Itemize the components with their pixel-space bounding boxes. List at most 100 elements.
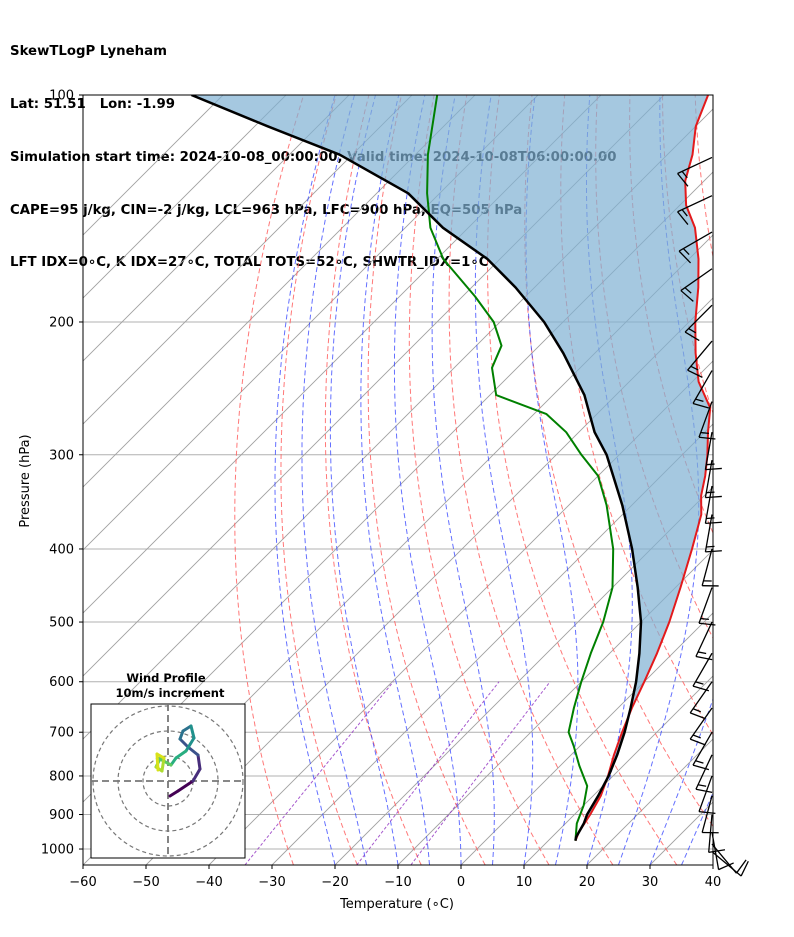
wind-barb-feather	[695, 655, 713, 661]
mixing-ratio-line	[356, 681, 500, 865]
wind-barb	[692, 731, 713, 771]
wind-barb	[689, 681, 713, 720]
x-tick-label: −20	[321, 875, 348, 890]
x-tick-label: 30	[642, 875, 659, 890]
dry-adiabat	[408, 95, 550, 865]
y-tick-label: 100	[49, 89, 74, 104]
wind-barb-feather	[708, 849, 726, 854]
x-tick-label: 40	[705, 875, 722, 890]
wind-barb-half-feather	[681, 209, 688, 217]
hodograph-segment	[176, 779, 195, 793]
y-tick-label: 1000	[41, 843, 74, 858]
dry-adiabat	[280, 95, 358, 865]
station-title: SkewTLogP Lyneham	[10, 44, 167, 60]
y-tick-label: 700	[49, 726, 74, 741]
wind-barb	[677, 156, 713, 187]
dewpoint-line	[426, 95, 615, 841]
wind-barb-feather	[692, 764, 710, 771]
wind-barb-staff	[678, 231, 713, 252]
wind-barb-staff	[692, 370, 713, 404]
dry-adiabat	[760, 95, 794, 865]
isotherm-line	[83, 95, 224, 236]
wind-barb-feather	[695, 788, 713, 794]
temperature-line	[574, 95, 712, 842]
wind-barb-feather	[689, 712, 706, 720]
wind-barb-staff	[701, 795, 713, 833]
isotherm-line	[523, 675, 713, 865]
wind-barb-staff	[677, 156, 713, 175]
wind-barb	[708, 814, 726, 854]
wind-barb	[687, 340, 713, 378]
location-line: Lat: 51.51 Lon: -1.99	[10, 96, 176, 112]
x-tick-label: −60	[69, 875, 96, 890]
moist-adiabat	[329, 95, 399, 865]
wind-barb-half-feather	[700, 431, 709, 435]
wind-barb-feather	[705, 550, 722, 553]
isotherm-line	[83, 95, 287, 299]
wind-barb-staff	[701, 548, 713, 586]
wind-barb-half-feather	[690, 365, 699, 371]
x-tick-label: −30	[258, 875, 285, 890]
dry-adiabat	[728, 95, 794, 865]
axes-layer: Temperature (∘C) Pressure (hPa) −60 −50 −4…	[18, 89, 721, 913]
x-tick-label: 0	[457, 875, 465, 890]
dry-adiabat	[487, 95, 678, 865]
dry-adiabat	[367, 95, 486, 865]
dry-adiabat	[324, 95, 422, 865]
wind-barb	[695, 621, 713, 661]
y-tick-label: 300	[49, 448, 74, 463]
wind-barb-feather	[687, 369, 703, 378]
hodograph-segment	[160, 756, 166, 773]
wind-barb-half-feather	[697, 784, 707, 787]
inset-title: Wind Profile	[126, 671, 206, 685]
wind-barb-staff	[704, 514, 713, 553]
x-tick-label: −10	[384, 875, 411, 890]
y-axis-label: Pressure (hPa)	[18, 434, 33, 527]
wind-barb-half-feather	[682, 248, 690, 255]
mixing-ratio-line	[410, 681, 551, 865]
wind-barb	[701, 548, 719, 587]
wind-barb-feather	[689, 738, 706, 746]
wind-barb	[678, 231, 713, 264]
inset-subtitle: 10m/s increment	[116, 686, 225, 700]
isotherm-line	[460, 612, 713, 865]
wind-barb-feather	[680, 290, 694, 302]
wind-barb-staff	[695, 621, 713, 657]
isotherm-line	[83, 95, 413, 425]
wind-barb-feather	[692, 402, 710, 409]
wind-barb	[689, 707, 713, 746]
wind-barb	[695, 754, 713, 794]
moist-adiabat	[649, 697, 713, 865]
hodograph-segment	[189, 724, 196, 740]
wind-barb-feather	[735, 859, 747, 874]
wind-barb-feather	[740, 860, 749, 877]
wind-barb-staff	[708, 814, 713, 853]
hodograph-segment	[155, 752, 160, 772]
wind-barb-staff	[677, 195, 713, 213]
hodograph-segment	[186, 745, 200, 757]
x-tick-label: −50	[132, 875, 159, 890]
hodograph-segment	[174, 749, 188, 760]
wind-barb-feather	[705, 495, 722, 499]
wind-barb	[701, 795, 719, 834]
y-tick-label: 400	[49, 542, 74, 557]
wind-barb-half-feather	[700, 617, 709, 621]
wind-barb-column	[677, 156, 749, 877]
hodograph-inset: Wind Profile 10m/s increment	[90, 671, 246, 859]
wind-barb-feather	[692, 685, 710, 692]
hodograph-segment	[178, 737, 190, 749]
wind-barb-staff	[704, 460, 713, 498]
wind-barb-half-feather	[688, 327, 697, 334]
isotherm-line	[145, 297, 713, 865]
wind-barb-feather	[718, 862, 734, 871]
moist-adiabat	[393, 95, 462, 865]
dry-adiabat	[694, 95, 713, 260]
series-layer	[191, 95, 712, 842]
wind-barb-staff	[689, 707, 713, 740]
wind-barb-feather	[677, 173, 689, 187]
wind-barb-feather	[677, 211, 689, 225]
wind-barb-feather	[678, 250, 692, 264]
moist-adiabat	[618, 95, 700, 865]
wind-barb-half-feather	[695, 681, 704, 685]
